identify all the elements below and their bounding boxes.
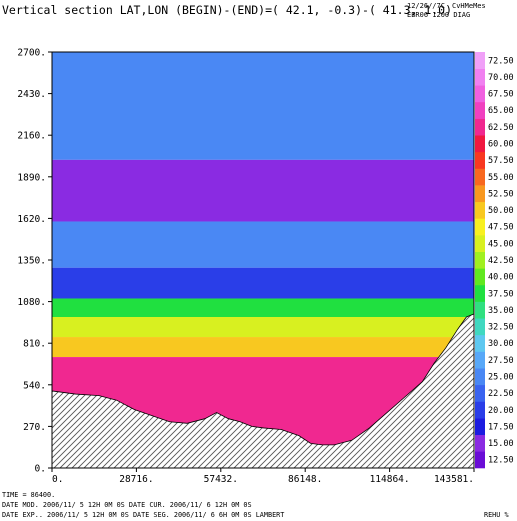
colorbar-label: 67.50 [488, 90, 514, 100]
colorbar-swatch [475, 334, 485, 352]
colorbar-swatch [475, 85, 485, 103]
colorbar-label: 25.00 [488, 372, 514, 382]
rh-band-2 [52, 221, 474, 268]
header-corner-line1: 12/26//7C [407, 2, 445, 10]
colorbar-swatch [475, 251, 485, 269]
colorbar-label: 50.00 [488, 206, 514, 216]
chart-title: Vertical section LAT,LON (BEGIN)-(END)=(… [2, 3, 452, 17]
x-tick-label: 28716. [119, 474, 153, 485]
y-axis-ticks: 0. 270. 540. 810. 1080. 1350. 1620. 1890. 2160. 2… [17, 48, 52, 475]
colorbar-swatch [475, 301, 485, 319]
y-tick-label: 810. [23, 339, 46, 350]
colorbar-swatch [475, 68, 485, 86]
colorbar-label: 72.50 [488, 56, 514, 66]
colorbar-label: 70.00 [488, 73, 514, 83]
colorbar-swatch [475, 168, 485, 186]
rh-band-5 [52, 317, 474, 338]
colorbar-swatch [475, 101, 485, 119]
rh-band-4 [52, 298, 474, 318]
colorbar-label: 55.00 [488, 173, 514, 183]
colorbar-swatch [475, 384, 485, 402]
colorbar-label: 35.00 [488, 306, 514, 316]
footer-time: TIME = 86400. [2, 491, 55, 499]
colorbar-label: 30.00 [488, 339, 514, 349]
colorbar-label: 47.50 [488, 223, 514, 233]
colorbar-swatch [475, 52, 485, 69]
colorbar-swatch [475, 268, 485, 286]
rh-band-3 [52, 267, 474, 299]
y-tick-label: 2430. [17, 89, 46, 100]
rh-band-1 [52, 159, 474, 222]
y-tick-label: 2700. [17, 48, 46, 59]
colorbar-swatch [475, 368, 485, 386]
colorbar-label: 37.50 [488, 289, 514, 299]
colorbar-label: 15.00 [488, 439, 514, 449]
colorbar: 12.50 15.00 17.50 20.00 22.50 25.00 27.50 30.00… [475, 52, 514, 469]
colorbar-label: 57.50 [488, 156, 514, 166]
colorbar-label: 60.00 [488, 140, 514, 150]
colorbar-label: 32.50 [488, 323, 514, 333]
x-tick-label: 0. [52, 474, 63, 485]
colorbar-label: 27.50 [488, 356, 514, 366]
colorbar-swatch [475, 351, 485, 369]
x-tick-label: 86148. [288, 474, 322, 485]
colorbar-swatch [475, 201, 485, 219]
colorbar-swatch [475, 235, 485, 252]
plot-area [52, 52, 474, 468]
footer-variable: REHU % [484, 511, 509, 519]
y-tick-label: 1890. [17, 172, 46, 183]
terrain-hatch [52, 313, 474, 468]
colorbar-label: 22.50 [488, 389, 514, 399]
colorbar-swatch [475, 151, 485, 169]
colorbar-label: 52.50 [488, 189, 514, 199]
colorbar-swatch [475, 418, 485, 436]
colorbar-label: 12.50 [488, 456, 514, 466]
y-tick-label: 270. [23, 422, 46, 433]
colorbar-label: 45.00 [488, 239, 514, 249]
y-tick-label: 1080. [17, 297, 46, 308]
colorbar-label: 40.00 [488, 273, 514, 283]
x-axis-ticks: 0. 28716. 57432. 86148. 114864. 143581. [51, 468, 475, 485]
colorbar-swatch [475, 118, 485, 136]
rh-band-6 [52, 337, 474, 358]
y-tick-label: 2160. [17, 131, 46, 142]
x-tick-label: 143581. [434, 474, 474, 485]
y-tick-label: 1350. [17, 256, 46, 267]
rh-band-0 [52, 52, 474, 160]
colorbar-label: 17.50 [488, 422, 514, 432]
y-tick-label: 1620. [17, 214, 46, 225]
header-corner-line2: CvHMeMes [452, 2, 486, 10]
colorbar-label: 42.50 [488, 256, 514, 266]
footer-date-line1: DATE MOD. 2006/11/ 5 12H 0M 0S DATE CUR.… [2, 501, 252, 509]
y-tick-label: 540. [23, 380, 46, 391]
y-tick-label: 0. [35, 464, 46, 475]
header-corner-line3: EBR06 1200 DIAG [407, 11, 470, 19]
colorbar-swatch [475, 218, 485, 236]
x-tick-label: 114864. [370, 474, 410, 485]
x-tick-label: 57432. [204, 474, 238, 485]
footer-date-line2: DATE EXP.. 2006/11/ 5 12H 0M 0S DATE SEG… [2, 511, 284, 519]
colorbar-label: 62.50 [488, 123, 514, 133]
colorbar-label: 65.00 [488, 106, 514, 116]
colorbar-swatch [475, 185, 485, 203]
colorbar-swatch [475, 318, 485, 336]
colorbar-swatch [475, 451, 485, 469]
colorbar-swatch [475, 434, 485, 452]
colorbar-swatch [475, 135, 485, 153]
colorbar-swatch [475, 401, 485, 419]
colorbar-swatch [475, 284, 485, 302]
colorbar-label: 20.00 [488, 406, 514, 416]
